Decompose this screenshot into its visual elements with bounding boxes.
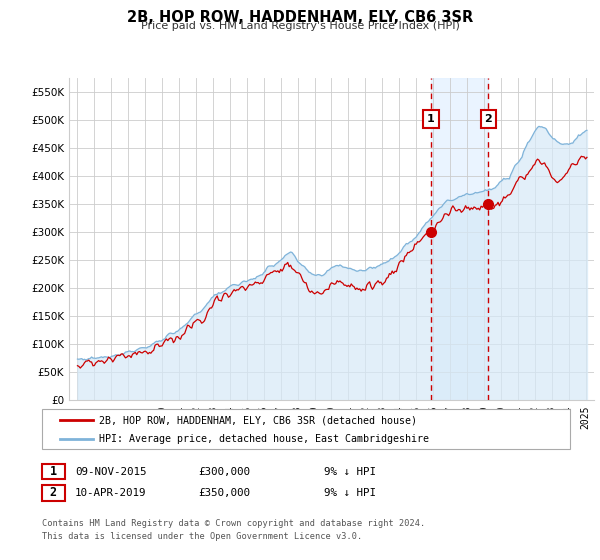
Text: £300,000: £300,000 — [198, 466, 250, 477]
Text: £350,000: £350,000 — [198, 488, 250, 498]
Text: This data is licensed under the Open Government Licence v3.0.: This data is licensed under the Open Gov… — [42, 532, 362, 541]
Text: 2: 2 — [50, 486, 57, 500]
Text: Contains HM Land Registry data © Crown copyright and database right 2024.: Contains HM Land Registry data © Crown c… — [42, 519, 425, 528]
Text: 10-APR-2019: 10-APR-2019 — [75, 488, 146, 498]
Text: Price paid vs. HM Land Registry's House Price Index (HPI): Price paid vs. HM Land Registry's House … — [140, 21, 460, 31]
Text: 9% ↓ HPI: 9% ↓ HPI — [324, 466, 376, 477]
Bar — [431, 78, 488, 400]
Text: 09-NOV-2015: 09-NOV-2015 — [75, 466, 146, 477]
Text: 2: 2 — [485, 114, 493, 124]
Text: 2B, HOP ROW, HADDENHAM, ELY, CB6 3SR: 2B, HOP ROW, HADDENHAM, ELY, CB6 3SR — [127, 10, 473, 25]
Text: 1: 1 — [50, 465, 57, 478]
Text: 2B, HOP ROW, HADDENHAM, ELY, CB6 3SR (detached house): 2B, HOP ROW, HADDENHAM, ELY, CB6 3SR (de… — [99, 415, 417, 425]
Text: 9% ↓ HPI: 9% ↓ HPI — [324, 488, 376, 498]
Text: HPI: Average price, detached house, East Cambridgeshire: HPI: Average price, detached house, East… — [99, 434, 429, 444]
Text: 1: 1 — [427, 114, 434, 124]
